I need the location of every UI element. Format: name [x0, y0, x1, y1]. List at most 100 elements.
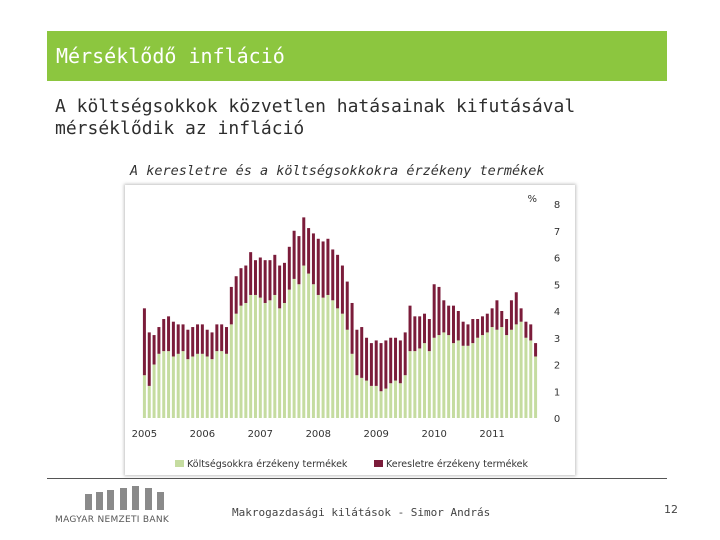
bar-cost-shock: [239, 305, 243, 418]
bar-cost-shock: [379, 391, 383, 418]
bar-cost-shock: [181, 351, 185, 419]
x-tick-label: 2011: [479, 429, 504, 440]
y-tick-label: 4: [554, 307, 560, 318]
bar-cost-shock: [225, 353, 229, 418]
bar-demand: [225, 327, 229, 354]
bar-cost-shock: [427, 351, 431, 419]
y-tick-label: 8: [554, 200, 560, 211]
bar-cost-shock: [142, 375, 146, 418]
y-tick-label: 3: [554, 334, 560, 345]
bar-cost-shock: [384, 388, 388, 418]
bar-demand: [239, 268, 243, 306]
chart-frame: 0 1 2 3 4 5 6 7 8 2005 2006 2007 2008 2009 2010 2011 %…: [125, 185, 575, 475]
bar-demand: [186, 329, 190, 360]
bar-cost-shock: [171, 356, 175, 418]
bar-cost-shock: [394, 380, 398, 418]
bar-cost-shock: [205, 356, 209, 418]
bar-demand: [389, 337, 393, 384]
bar-cost-shock: [442, 332, 446, 418]
bar-demand: [249, 252, 253, 295]
bar-demand: [282, 262, 286, 303]
bar-demand: [287, 246, 291, 290]
bar-demand: [167, 316, 171, 352]
bar-cost-shock: [331, 300, 335, 418]
bar-cost-shock: [509, 329, 513, 418]
bar-cost-shock: [162, 351, 166, 419]
bar-demand: [215, 324, 219, 352]
bar-cost-shock: [408, 351, 412, 419]
legend-swatch-demand: [374, 460, 383, 467]
bar-cost-shock: [461, 345, 465, 418]
logo-columns-icon: [85, 486, 185, 510]
bar-cost-shock: [519, 321, 523, 418]
bar-cost-shock: [302, 265, 306, 418]
footer-text: Makrogazdasági kilátások - Simor András: [232, 506, 491, 519]
bar-demand: [191, 327, 195, 357]
bar-demand: [253, 260, 257, 295]
bar-cost-shock: [485, 332, 489, 418]
bar-cost-shock: [263, 302, 267, 418]
bar-cost-shock: [345, 329, 349, 418]
bar-demand: [263, 260, 267, 303]
y-tick-label: 0: [554, 414, 560, 425]
bar-demand: [432, 284, 436, 338]
bar-cost-shock: [476, 337, 480, 418]
bar-cost-shock: [258, 297, 262, 419]
bar-demand: [495, 300, 499, 330]
bar-demand: [461, 321, 465, 346]
bar-cost-shock: [350, 353, 354, 418]
bar-cost-shock: [524, 337, 528, 418]
bar-demand: [210, 332, 214, 360]
bar-demand: [162, 319, 166, 352]
bar-demand: [336, 254, 340, 309]
bar-cost-shock: [365, 380, 369, 418]
bar-cost-shock: [307, 273, 311, 418]
x-tick-label: 2005: [132, 429, 157, 440]
bar-cost-shock: [176, 353, 180, 418]
bar-cost-shock: [152, 364, 156, 418]
bar-cost-shock: [147, 385, 151, 418]
bar-demand: [480, 316, 484, 336]
bar-cost-shock: [316, 294, 320, 418]
bar-demand: [302, 217, 306, 266]
bar-cost-shock: [471, 343, 475, 418]
bar-demand: [244, 265, 248, 303]
bar-cost-shock: [220, 351, 224, 419]
chart-title: A keresletre és a költségsokkokra érzéke…: [130, 163, 545, 179]
bar-cost-shock: [292, 278, 296, 418]
x-tick-label: 2009: [363, 429, 388, 440]
bar-cost-shock: [495, 329, 499, 418]
bar-cost-shock: [423, 343, 427, 418]
bar-demand: [451, 305, 455, 344]
bar-demand: [379, 343, 383, 392]
bar-demand: [514, 292, 518, 325]
bar-cost-shock: [466, 345, 470, 418]
bar-demand: [534, 343, 538, 357]
y-tick-label: 2: [554, 361, 560, 372]
bar-cost-shock: [229, 324, 233, 419]
x-tick-label: 2006: [190, 429, 215, 440]
bar-demand: [403, 332, 407, 376]
bar-demand: [350, 302, 354, 354]
bar-demand: [355, 329, 359, 376]
bar-demand: [394, 337, 398, 381]
bar-demand: [273, 254, 277, 295]
bar-cost-shock: [451, 343, 455, 418]
bar-demand: [427, 319, 431, 352]
bar-demand: [321, 241, 325, 298]
bar-demand: [142, 308, 146, 376]
footer-divider: [47, 478, 667, 479]
bar-cost-shock: [268, 300, 272, 418]
bar-cost-shock: [447, 335, 451, 418]
bar-demand: [529, 324, 533, 341]
bar-demand: [147, 332, 151, 386]
bar-cost-shock: [490, 327, 494, 418]
logo-text: MAGYAR NEMZETI BANK: [55, 515, 170, 525]
title-bar: Mérséklődő infláció: [47, 31, 667, 81]
bar-demand: [196, 324, 200, 354]
bar-cost-shock: [287, 289, 291, 418]
bar-cost-shock: [191, 356, 195, 418]
bar-demand: [442, 300, 446, 333]
bar-demand: [326, 238, 330, 295]
bar-demand: [181, 324, 185, 352]
